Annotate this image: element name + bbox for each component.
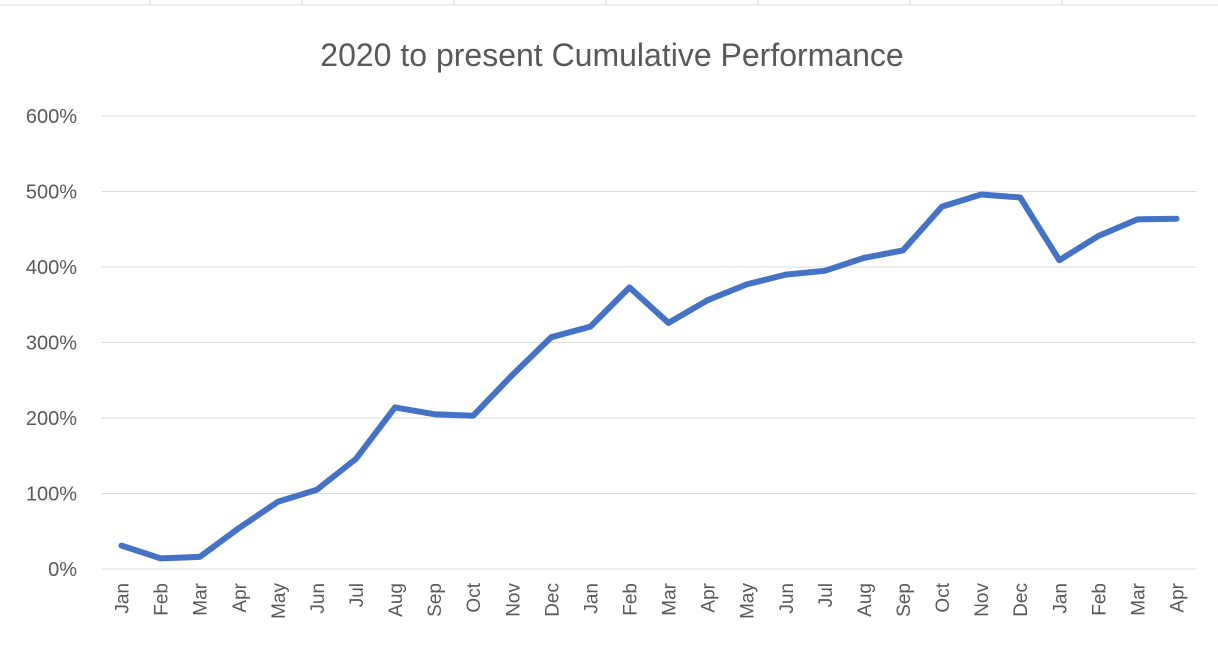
data-point	[158, 555, 164, 561]
y-tick-label: 300%	[26, 333, 77, 355]
data-point	[978, 192, 984, 198]
x-tick-label: May	[269, 583, 290, 619]
data-point	[900, 247, 906, 253]
x-tick-label: Jul	[347, 583, 368, 607]
data-point	[587, 324, 593, 330]
spreadsheet-cell-lines	[0, 0, 1218, 6]
y-tick-label: 500%	[26, 182, 77, 204]
data-point	[1095, 233, 1101, 239]
data-point	[861, 255, 867, 261]
y-axis-tick-labels: 0% 100% 200% 300% 400% 500% 600%	[26, 106, 77, 581]
chart-title: 2020 to present Cumulative Performance	[320, 37, 903, 73]
data-point	[548, 334, 554, 340]
x-tick-label: Apr	[230, 582, 251, 612]
x-tick-label: Feb	[152, 583, 173, 616]
x-axis-tick-labels: Jan Feb Mar Apr May Jun Jul Aug Sep Oct Nov Dec Jan F…	[113, 582, 1189, 619]
x-tick-label: Oct	[464, 582, 485, 612]
data-point	[470, 413, 476, 419]
data-point	[197, 554, 203, 560]
x-tick-label: Apr	[699, 582, 720, 612]
data-point	[431, 411, 437, 417]
x-tick-label: Nov	[972, 583, 993, 617]
y-tick-label: 0%	[48, 559, 77, 581]
data-point	[705, 297, 711, 303]
x-tick-label: Jan	[113, 583, 134, 614]
x-tick-label: Sep	[894, 583, 915, 617]
data-point	[744, 281, 750, 287]
data-point	[1017, 195, 1023, 201]
data-point	[1173, 216, 1179, 222]
x-tick-label: Oct	[933, 582, 954, 612]
data-point	[509, 372, 515, 378]
data-point	[392, 404, 398, 410]
data-point	[314, 487, 320, 493]
data-point	[666, 320, 672, 326]
x-tick-label: Mar	[660, 582, 681, 615]
x-tick-label: Nov	[503, 583, 524, 617]
x-tick-label: May	[738, 583, 759, 619]
x-tick-label: Mar	[1128, 582, 1149, 615]
x-tick-label: Jun	[308, 583, 329, 614]
y-tick-label: 200%	[26, 408, 77, 430]
x-tick-label: Apr	[1167, 582, 1188, 612]
x-tick-label: Feb	[620, 583, 641, 616]
x-tick-label: Jul	[816, 583, 837, 607]
data-point	[275, 499, 281, 505]
x-tick-label: Aug	[386, 583, 407, 617]
series-line	[118, 191, 1180, 562]
data-point	[119, 543, 125, 549]
y-tick-label: 600%	[26, 106, 77, 128]
data-point	[783, 272, 789, 278]
x-tick-label: Aug	[855, 583, 876, 617]
data-point	[1134, 216, 1140, 222]
x-tick-label: Sep	[425, 583, 446, 617]
series-group	[118, 191, 1180, 562]
x-tick-label: Jan	[1050, 583, 1071, 614]
x-tick-label: Jun	[777, 583, 798, 614]
data-point	[626, 284, 632, 290]
y-tick-label: 100%	[26, 484, 77, 506]
data-point	[1056, 257, 1062, 263]
gridlines	[102, 115, 1196, 570]
x-tick-label: Mar	[191, 582, 212, 615]
y-tick-label: 400%	[26, 257, 77, 279]
x-tick-label: Feb	[1089, 583, 1110, 616]
data-point	[236, 525, 242, 531]
x-tick-label: Dec	[542, 583, 563, 617]
x-tick-label: Dec	[1011, 583, 1032, 617]
x-tick-label: Jan	[581, 583, 602, 614]
data-point	[822, 268, 828, 274]
data-point	[353, 456, 359, 462]
data-point	[939, 204, 945, 210]
